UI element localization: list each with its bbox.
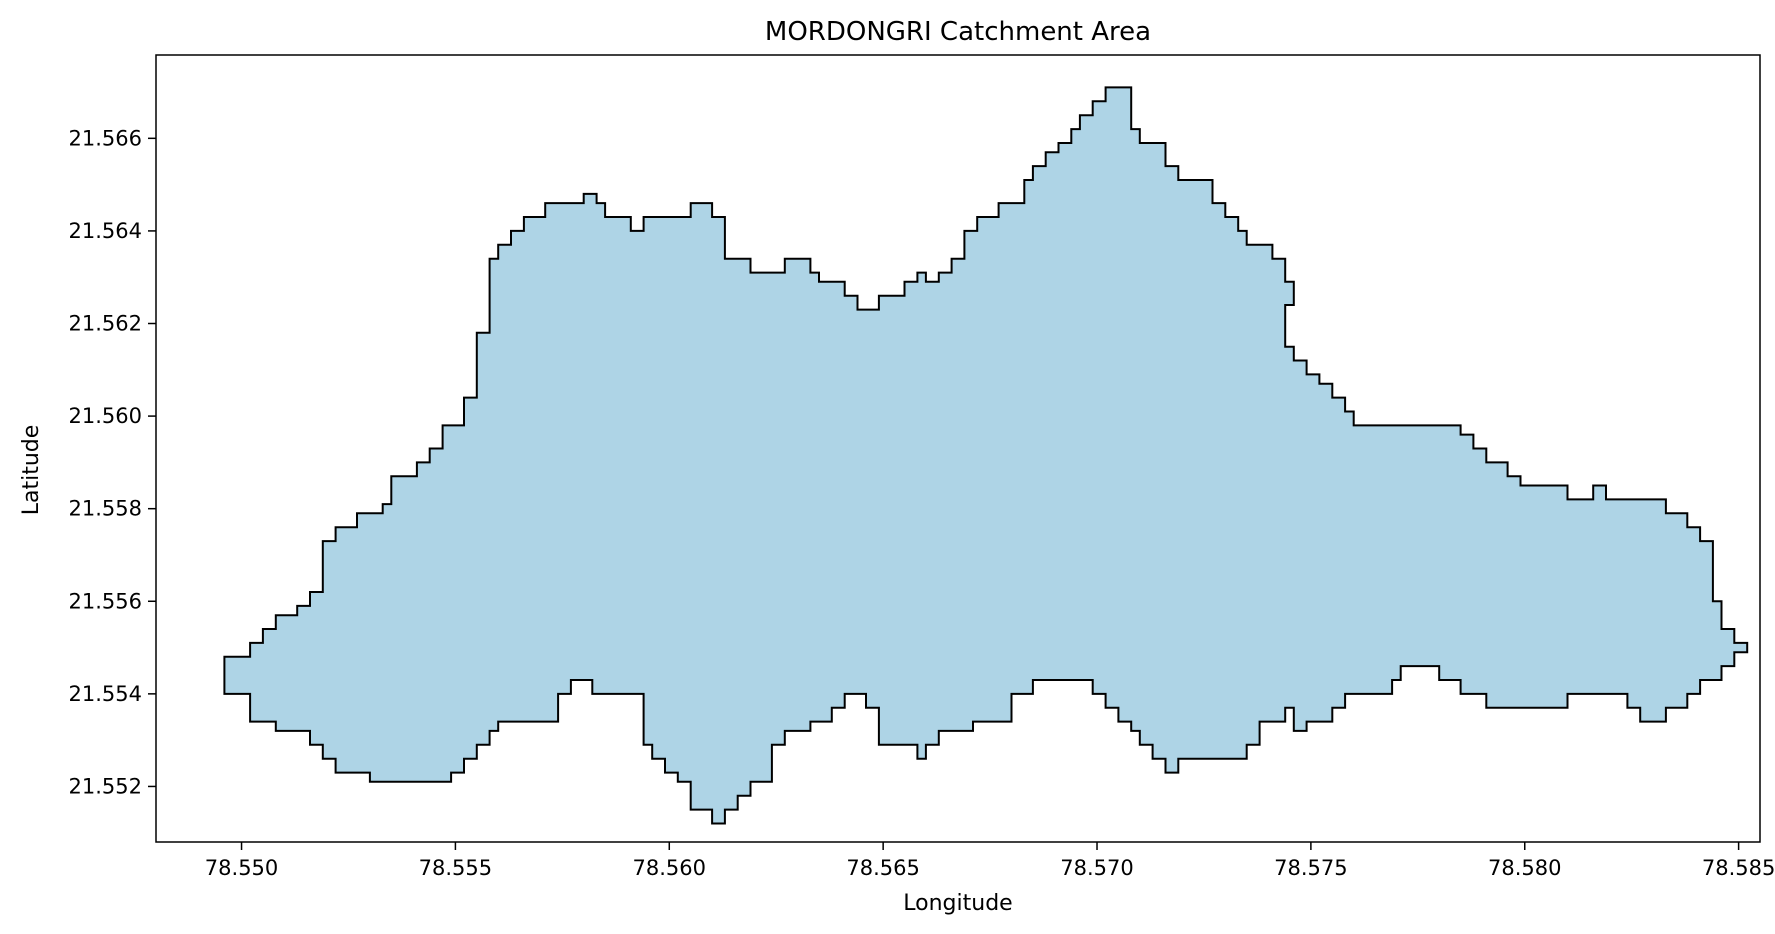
y-tick-label: 21.566 [69,126,142,150]
y-tick-label: 21.564 [69,219,142,243]
y-tick-label: 21.556 [69,589,142,613]
x-tick-label: 78.580 [1488,856,1561,880]
y-axis-label: Latitude [19,425,44,516]
chart-title: MORDONGRI Catchment Area [765,17,1151,47]
x-tick-label: 78.565 [846,856,919,880]
x-tick-label: 78.575 [1274,856,1347,880]
x-tick-label: 78.570 [1060,856,1133,880]
catchment-polygon [223,86,1749,825]
y-tick-label: 21.554 [69,682,142,706]
x-tick-label: 78.555 [419,856,492,880]
y-tick-label: 21.562 [69,312,142,336]
y-tick-label: 21.552 [69,774,142,798]
x-tick-label: 78.560 [633,856,706,880]
y-tick-label: 21.560 [69,404,142,428]
x-axis: 78.550 78.555 78.560 78.565 78.570 78.575 78.5… [205,842,1775,880]
x-axis-label: Longitude [903,891,1012,916]
plot-area [155,54,1761,843]
plot-frame [155,54,1761,843]
x-tick-label: 78.550 [205,856,278,880]
x-tick-label: 78.585 [1702,856,1775,880]
y-tick-label: 21.558 [69,497,142,521]
y-axis: 21.552 21.554 21.556 21.558 21.560 21.562 21.5… [69,126,156,798]
